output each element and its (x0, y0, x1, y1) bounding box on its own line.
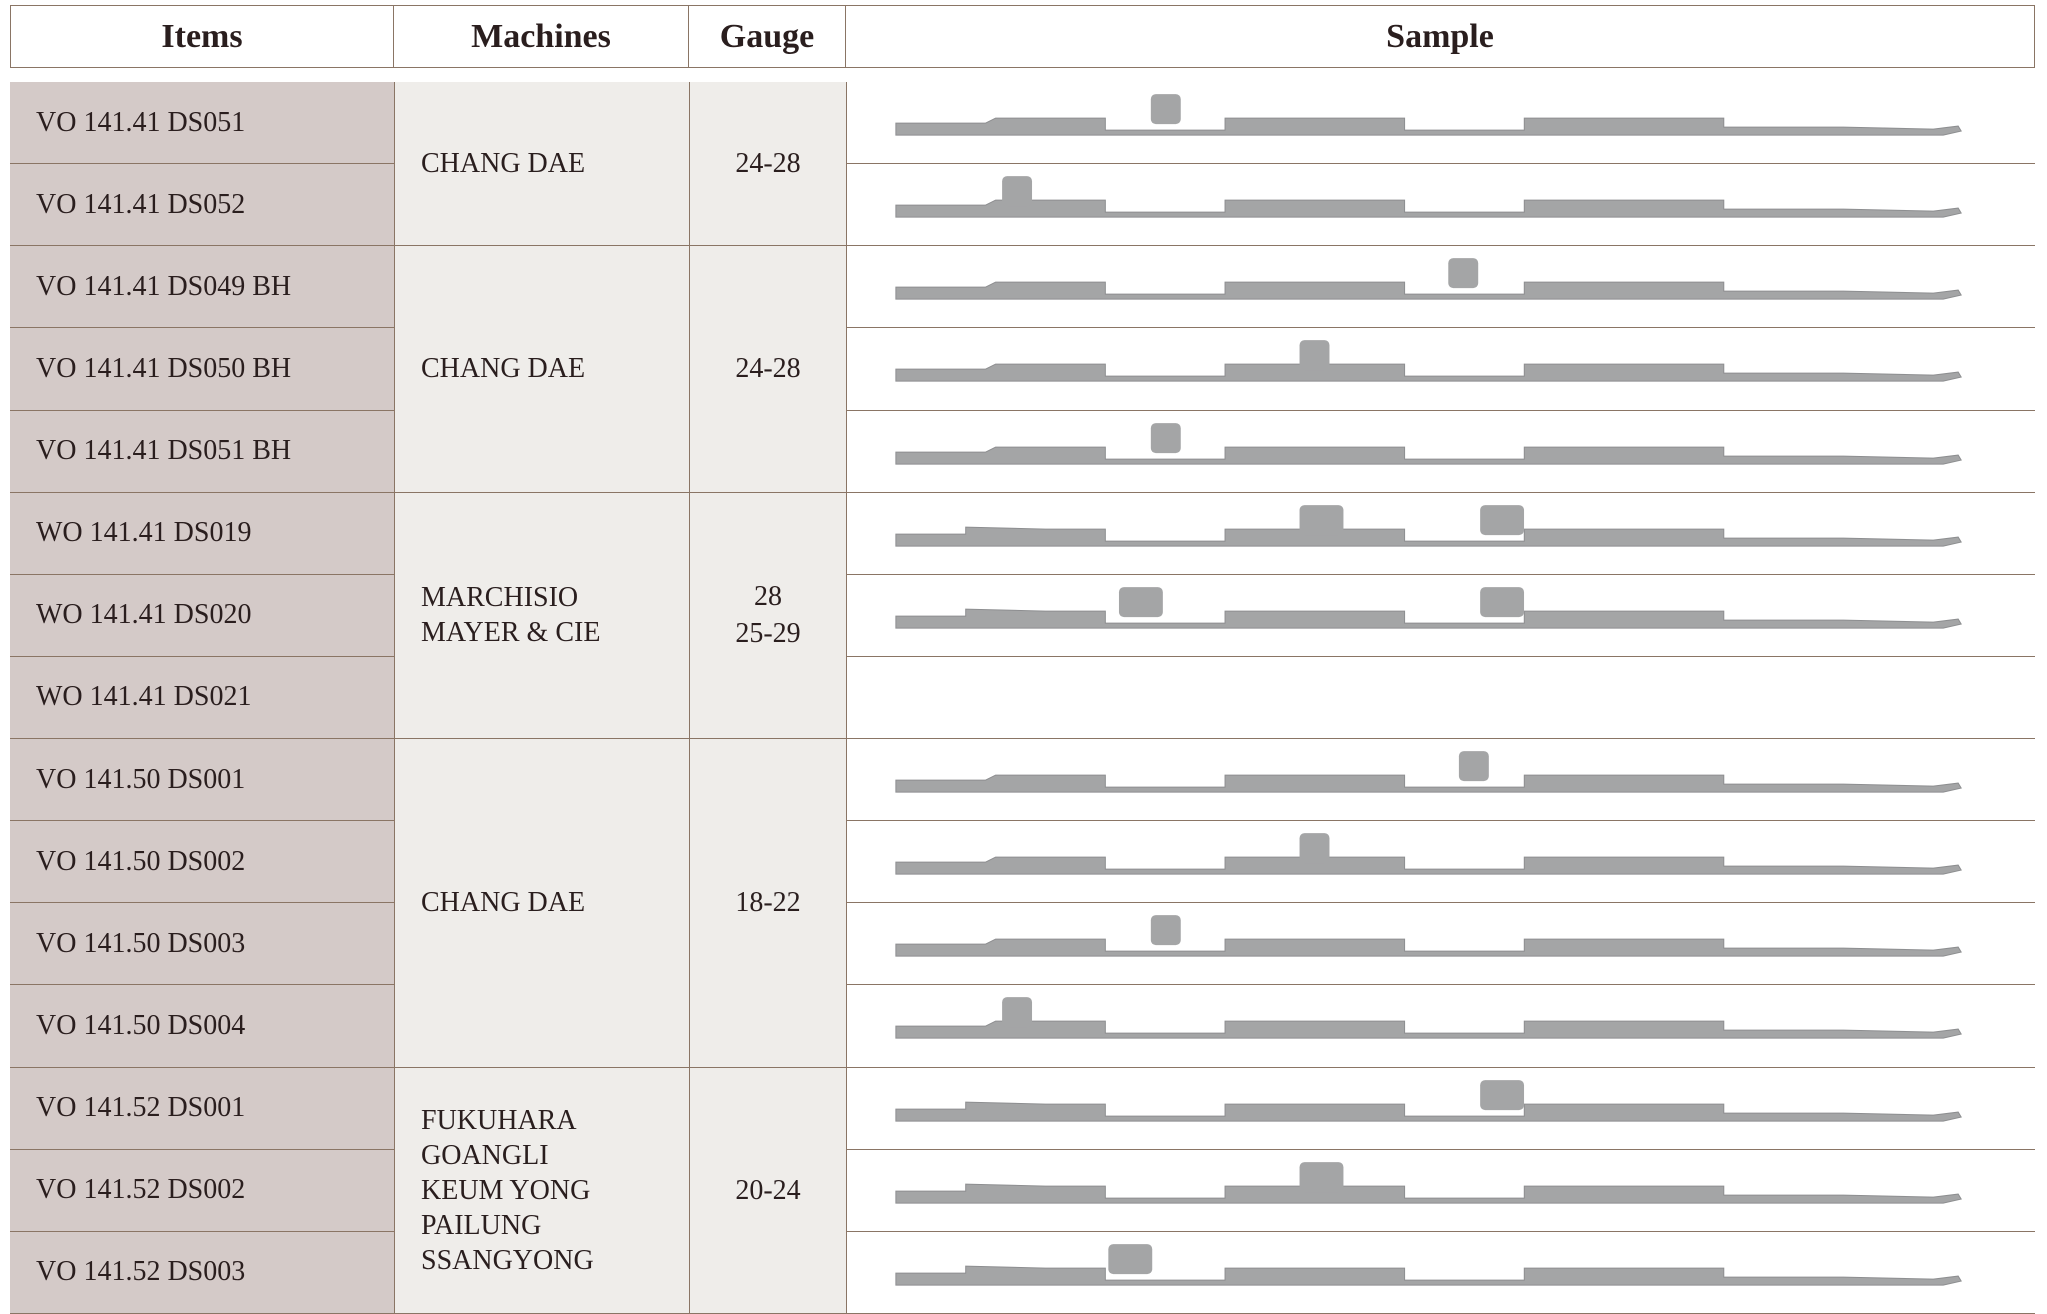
needle-image (895, 340, 1962, 382)
machine-name: GOANGLI (421, 1139, 549, 1171)
needle-body (895, 363, 1962, 382)
gauge-value: 24-28 (735, 148, 801, 180)
needle-butt (1118, 586, 1163, 617)
item-name: VO 141.41 DS050 BH (10, 328, 394, 411)
needle-body (895, 608, 1962, 629)
needle-butt (1480, 586, 1525, 617)
needle-body (895, 1101, 1962, 1122)
needle-body (895, 856, 1962, 875)
needle-image (895, 504, 1962, 547)
needle-butt (1448, 258, 1479, 289)
needle-butt (1002, 176, 1033, 207)
needle-image (895, 751, 1962, 793)
needle-body (895, 199, 1962, 218)
item-name: VO 141.41 DS051 BH (10, 410, 394, 493)
machines-cell: CHANG DAE (394, 246, 689, 493)
needle-body (895, 774, 1962, 793)
needle-image (895, 1161, 1962, 1204)
item-name: VO 141.52 DS001 (10, 1067, 394, 1150)
gauge-cell: 24-28 (689, 82, 846, 247)
needle-body (895, 938, 1962, 957)
needle-butt (1299, 1161, 1344, 1192)
needle-image (895, 915, 1962, 957)
needle-body (895, 1020, 1962, 1039)
gauge-value: 28 (754, 581, 782, 613)
needle-image (895, 833, 1962, 875)
gauge-cell: 18-22 (689, 739, 846, 1068)
needle-butt (1299, 340, 1330, 371)
needle-image (895, 422, 1962, 465)
needle-body (895, 526, 1962, 547)
machines-cell: CHANG DAE (394, 82, 689, 247)
item-name: VO 141.50 DS002 (10, 821, 394, 904)
gauge-header: Gauge (688, 5, 846, 68)
needle-butt (1150, 94, 1181, 125)
needle-butt (1480, 504, 1525, 535)
machines-cell: CHANG DAE (394, 739, 689, 1068)
item-name: VO 141.41 DS051 (10, 82, 394, 165)
needle-body (895, 117, 1962, 136)
machine-name: KEUM YONG (421, 1174, 591, 1206)
needle-body (895, 281, 1962, 300)
machine-name: MAYER & CIE (421, 617, 601, 649)
needle-butt (1299, 504, 1344, 535)
item-name: VO 141.52 DS002 (10, 1149, 394, 1232)
machine-name: CHANG DAE (421, 148, 586, 180)
machines-header: Machines (393, 5, 689, 68)
item-name: VO 141.50 DS003 (10, 903, 394, 986)
needle-image (895, 258, 1962, 300)
machine-name: SSANGYONG (421, 1244, 594, 1276)
needle-body (895, 446, 1962, 465)
item-name: WO 141.41 DS019 (10, 492, 394, 575)
needle-butt (1299, 833, 1330, 864)
machine-name: CHANG DAE (421, 887, 586, 919)
needle-butt (1108, 1243, 1153, 1274)
item-name: WO 141.41 DS020 (10, 574, 394, 657)
needle-image (895, 586, 1962, 629)
machine-name: CHANG DAE (421, 353, 586, 385)
item-name: VO 141.41 DS052 (10, 164, 394, 247)
needle-body (895, 1265, 1962, 1286)
gauge-cell: 24-28 (689, 246, 846, 493)
gauge-cell: 28 25-29 (689, 492, 846, 740)
needle-butt (1002, 997, 1033, 1028)
needle-butt (1458, 751, 1489, 782)
needle-image (895, 1243, 1962, 1286)
machine-name: FUKUHARA (421, 1104, 577, 1136)
item-name: VO 141.41 DS049 BH (10, 246, 394, 329)
gauge-value: 24-28 (735, 353, 801, 385)
sample-cell (846, 656, 2035, 740)
needle-image (895, 176, 1962, 218)
sample-header: Sample (845, 5, 2035, 68)
items-header: Items (10, 5, 394, 68)
needle-image (895, 997, 1962, 1039)
needle-image (895, 94, 1962, 136)
needle-image (895, 1079, 1962, 1122)
item-name: WO 141.41 DS021 (10, 656, 394, 740)
gauge-value: 18-22 (735, 887, 801, 919)
needle-butt (1480, 1079, 1525, 1110)
item-name: VO 141.50 DS001 (10, 739, 394, 822)
gauge-value: 25-29 (735, 618, 801, 650)
item-name: VO 141.50 DS004 (10, 985, 394, 1068)
needle-butt (1150, 915, 1181, 946)
gauge-value: 20-24 (735, 1174, 801, 1206)
item-name: VO 141.52 DS003 (10, 1231, 394, 1314)
needle-body (895, 1183, 1962, 1204)
machine-name: MARCHISIO (421, 582, 579, 614)
machines-cell: MARCHISIO MAYER & CIE (394, 492, 689, 740)
machines-cell: FUKUHARA GOANGLI KEUM YONG PAILUNG SSANGYONG (394, 1067, 689, 1314)
machine-name: PAILUNG (421, 1209, 542, 1241)
gauge-cell: 20-24 (689, 1067, 846, 1314)
needle-butt (1150, 422, 1181, 453)
